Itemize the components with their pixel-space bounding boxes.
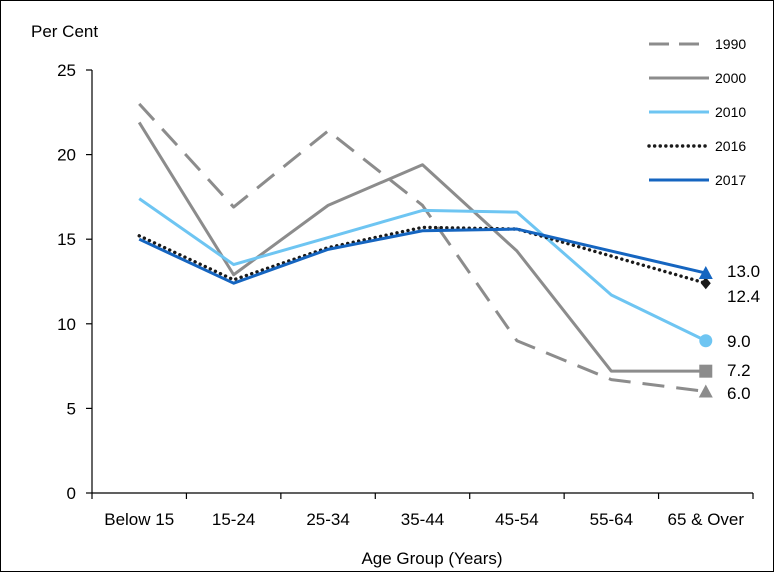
end-value-label-2010: 9.0 (727, 332, 751, 351)
end-marker-2000 (699, 364, 713, 378)
legend: 1990 2000 2010 2016 2017 (647, 36, 746, 188)
x-ticks: Below 15 15-24 25-34 35-44 45-54 55-64 65 & Ov… (91, 493, 754, 529)
y-tick-label: 0 (67, 484, 76, 503)
y-tick-label: 20 (57, 146, 76, 165)
legend-label-2000: 2000 (715, 70, 746, 86)
legend-label-1990: 1990 (715, 36, 746, 52)
x-axis-label: Age Group (Years) (361, 549, 502, 568)
y-axis-label: Per Cent (31, 22, 98, 41)
series-line-1990 (138, 102, 706, 393)
series-line-2016 (137, 225, 708, 285)
y-tick-label: 5 (67, 399, 76, 418)
end-marker-2010 (699, 334, 713, 348)
series-line-2010 (138, 197, 707, 343)
y-tick-label: 25 (57, 61, 76, 80)
series-line-2017 (138, 227, 707, 285)
x-tick-label: 45-54 (495, 510, 538, 529)
series-line-2000 (137, 121, 706, 373)
legend-label-2010: 2010 (715, 104, 746, 120)
end-value-label-2000: 7.2 (727, 361, 751, 380)
x-tick-label: Below 15 (104, 510, 174, 529)
series-lines: 6.0 7.2 9.0 12.4 13.0 (137, 102, 760, 403)
x-tick-label: 35-44 (401, 510, 444, 529)
end-marker-2017 (698, 266, 713, 280)
end-marker-2016 (700, 277, 711, 290)
x-tick-label: 55-64 (590, 510, 633, 529)
end-marker-1990 (698, 384, 713, 398)
axes (91, 70, 753, 494)
x-tick-label: 65 & Over (668, 510, 745, 529)
end-value-label-2017: 13.0 (727, 262, 760, 281)
legend-label-2016: 2016 (715, 138, 746, 154)
end-value-label-1990: 6.0 (727, 384, 751, 403)
y-tick-label: 15 (57, 230, 76, 249)
x-tick-label: 25-34 (306, 510, 349, 529)
legend-label-2017: 2017 (715, 172, 746, 188)
y-ticks: 0 5 10 15 20 25 (57, 61, 92, 503)
y-tick-label: 10 (57, 315, 76, 334)
x-tick-label: 15-24 (212, 510, 255, 529)
end-value-label-2016: 12.4 (727, 287, 760, 306)
